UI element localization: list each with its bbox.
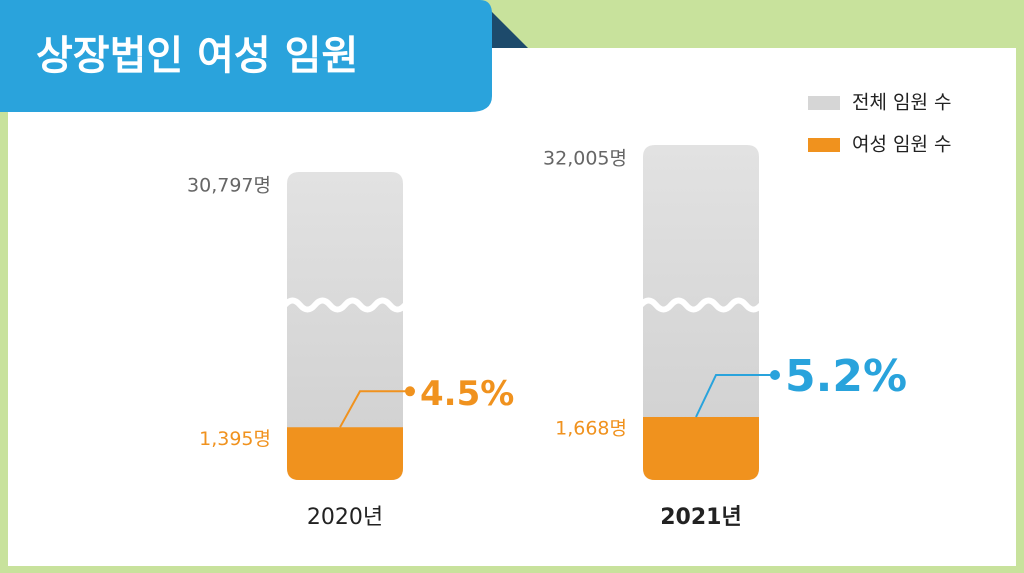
- axis-break: [282, 297, 408, 313]
- total-bar: [287, 172, 403, 480]
- annotation-dot: [770, 370, 780, 380]
- annotation: 5.2%: [785, 351, 907, 402]
- female-label: 1,395명: [199, 428, 271, 450]
- female-bar: [287, 427, 403, 480]
- legend-swatch: [808, 96, 840, 110]
- annotation-line: [695, 374, 775, 418]
- annotation-line: [339, 390, 410, 428]
- category-label: 2020년: [307, 505, 383, 530]
- chart-title: 상장법인 여성 임원: [36, 33, 358, 79]
- axis-break: [638, 297, 764, 313]
- title-tab: [0, 0, 492, 112]
- legend-label: 여성 임원 수: [852, 134, 951, 156]
- annotation: 4.5%: [420, 374, 514, 414]
- female-bar: [643, 417, 759, 480]
- female-label: 1,668명: [555, 418, 627, 440]
- total-label: 32,005명: [543, 148, 627, 170]
- panel: [8, 48, 1016, 566]
- legend-label: 전체 임원 수: [852, 92, 951, 114]
- total-label: 30,797명: [187, 175, 271, 197]
- category-label: 2021년: [660, 505, 741, 530]
- total-bar: [643, 145, 759, 480]
- annotation-dot: [405, 386, 415, 397]
- legend-swatch: [808, 138, 840, 152]
